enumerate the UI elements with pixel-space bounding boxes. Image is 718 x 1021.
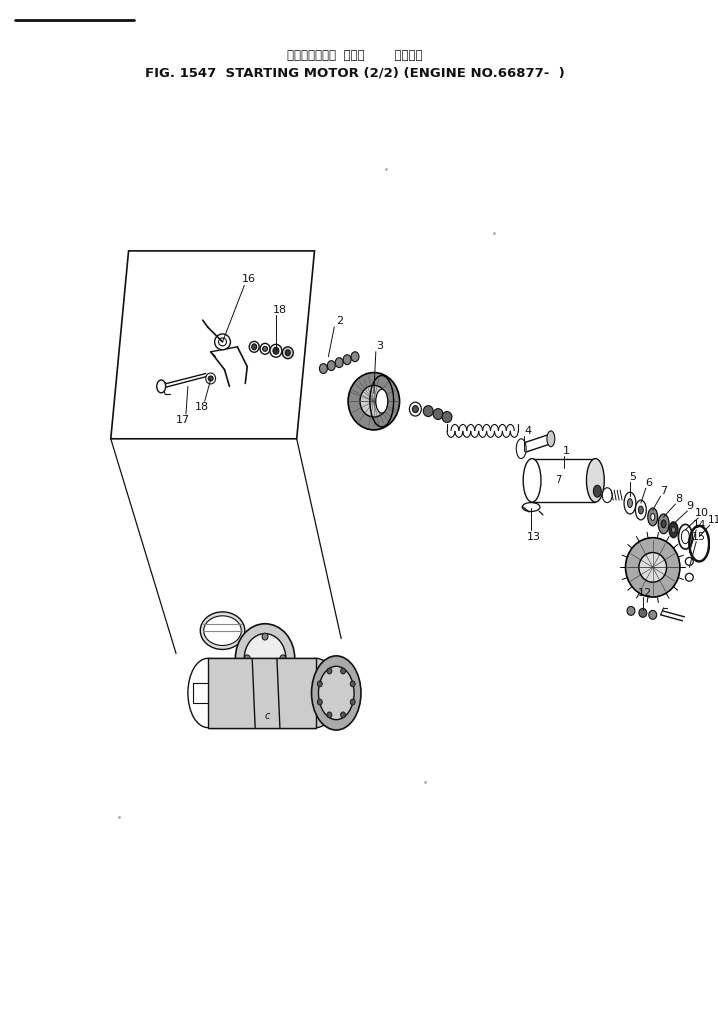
Ellipse shape xyxy=(252,344,256,350)
Ellipse shape xyxy=(669,522,678,538)
Text: 10: 10 xyxy=(695,508,709,518)
Ellipse shape xyxy=(658,514,669,534)
Ellipse shape xyxy=(280,654,286,662)
Ellipse shape xyxy=(317,699,322,706)
Ellipse shape xyxy=(285,350,290,355)
Ellipse shape xyxy=(244,634,286,683)
Ellipse shape xyxy=(317,681,322,687)
Ellipse shape xyxy=(661,520,666,528)
Text: 9: 9 xyxy=(686,501,694,512)
Ellipse shape xyxy=(639,609,647,618)
Ellipse shape xyxy=(204,616,241,645)
Text: c: c xyxy=(264,711,270,721)
Ellipse shape xyxy=(320,363,327,374)
Text: 12: 12 xyxy=(638,588,652,598)
Ellipse shape xyxy=(319,667,354,720)
Ellipse shape xyxy=(327,360,335,371)
Ellipse shape xyxy=(262,677,268,684)
Ellipse shape xyxy=(350,699,355,706)
Text: 3: 3 xyxy=(376,341,383,351)
Ellipse shape xyxy=(218,338,226,346)
Ellipse shape xyxy=(200,612,245,649)
Ellipse shape xyxy=(442,411,452,423)
Ellipse shape xyxy=(593,485,601,497)
Text: 7: 7 xyxy=(556,476,562,485)
Ellipse shape xyxy=(327,712,332,718)
Text: 7: 7 xyxy=(660,486,667,496)
Ellipse shape xyxy=(376,389,388,414)
Ellipse shape xyxy=(523,458,541,502)
Ellipse shape xyxy=(625,538,680,597)
Ellipse shape xyxy=(648,508,658,526)
Ellipse shape xyxy=(424,405,433,417)
Ellipse shape xyxy=(639,552,666,582)
Ellipse shape xyxy=(208,376,213,381)
Ellipse shape xyxy=(686,557,694,566)
Ellipse shape xyxy=(412,405,419,412)
Ellipse shape xyxy=(638,506,643,514)
Ellipse shape xyxy=(409,402,421,416)
Ellipse shape xyxy=(340,668,345,674)
Ellipse shape xyxy=(282,347,293,358)
Text: 6: 6 xyxy=(645,478,652,488)
Ellipse shape xyxy=(649,611,657,620)
Text: 18: 18 xyxy=(195,402,209,412)
Text: 15: 15 xyxy=(692,532,707,542)
Ellipse shape xyxy=(270,344,282,357)
Ellipse shape xyxy=(327,668,332,674)
Bar xyxy=(208,659,317,728)
Ellipse shape xyxy=(335,357,343,368)
Ellipse shape xyxy=(236,624,294,693)
Ellipse shape xyxy=(671,527,676,533)
Ellipse shape xyxy=(635,500,646,520)
Ellipse shape xyxy=(249,341,259,352)
Ellipse shape xyxy=(686,574,694,581)
Ellipse shape xyxy=(351,352,359,361)
Text: 11: 11 xyxy=(707,515,718,525)
Ellipse shape xyxy=(340,712,345,718)
Ellipse shape xyxy=(273,347,279,354)
Ellipse shape xyxy=(263,346,268,351)
Ellipse shape xyxy=(587,458,605,502)
Ellipse shape xyxy=(651,514,655,521)
Ellipse shape xyxy=(312,655,361,730)
Ellipse shape xyxy=(516,439,526,458)
Ellipse shape xyxy=(188,659,228,728)
Ellipse shape xyxy=(433,408,443,420)
Ellipse shape xyxy=(681,530,689,543)
Text: 1: 1 xyxy=(563,446,570,455)
Ellipse shape xyxy=(215,334,230,350)
Ellipse shape xyxy=(343,354,351,364)
Ellipse shape xyxy=(628,498,633,507)
Ellipse shape xyxy=(627,606,635,616)
Ellipse shape xyxy=(157,380,166,393)
Text: 13: 13 xyxy=(527,532,541,542)
Text: 18: 18 xyxy=(273,305,287,315)
Ellipse shape xyxy=(350,681,355,687)
Ellipse shape xyxy=(360,385,388,417)
Text: 4: 4 xyxy=(525,426,532,436)
Ellipse shape xyxy=(260,343,270,354)
Text: 2: 2 xyxy=(335,317,342,326)
Ellipse shape xyxy=(244,654,250,662)
Text: 5: 5 xyxy=(630,473,636,482)
Text: 17: 17 xyxy=(176,415,190,425)
Ellipse shape xyxy=(624,492,636,514)
Ellipse shape xyxy=(547,431,555,447)
Text: 16: 16 xyxy=(242,274,256,284)
Text: 14: 14 xyxy=(693,520,706,530)
Ellipse shape xyxy=(602,488,612,502)
Text: スターティング  モータ        適用号機: スターティング モータ 適用号機 xyxy=(287,49,423,61)
Ellipse shape xyxy=(297,659,336,728)
Ellipse shape xyxy=(348,373,399,430)
Ellipse shape xyxy=(206,373,215,384)
Text: FIG. 1547  STARTING MOTOR (2/2) (ENGINE NO.66877-  ): FIG. 1547 STARTING MOTOR (2/2) (ENGINE N… xyxy=(145,66,565,80)
Ellipse shape xyxy=(262,633,268,640)
Text: 8: 8 xyxy=(675,494,682,504)
